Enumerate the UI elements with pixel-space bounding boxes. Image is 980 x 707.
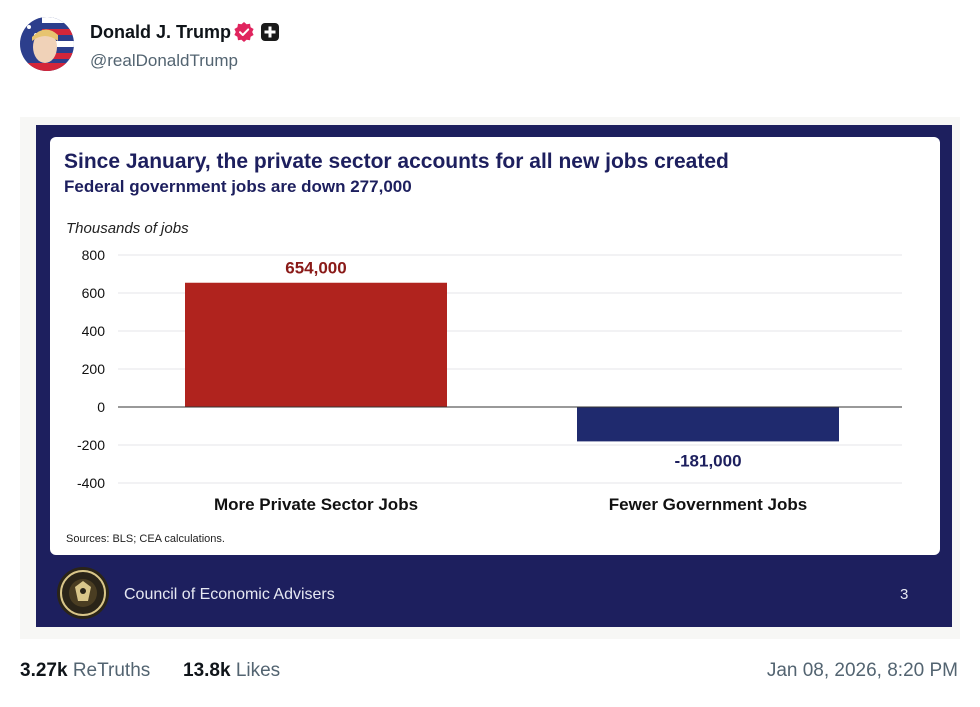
y-tick-label: 0 <box>97 399 105 415</box>
y-tick-label: 600 <box>82 285 106 301</box>
verified-badge-icon <box>234 22 254 42</box>
author-name[interactable]: Donald J. Trump <box>90 22 232 42</box>
category-label: Fewer Government Jobs <box>609 495 807 514</box>
post-header: Donald J. Trump @realDonaldTrump <box>20 14 960 74</box>
retruths-label: ReTruths <box>72 660 151 681</box>
post-footer: 3.27k ReTruths 13.8k Likes Jan 08, 2026,… <box>20 660 958 686</box>
category-label: More Private Sector Jobs <box>214 495 418 514</box>
source-note: Sources: BLS; CEA calculations. <box>66 533 225 545</box>
page-number: 3 <box>900 586 908 603</box>
category-labels: More Private Sector Jobs Fewer Government… <box>214 495 807 514</box>
data-label: 654,000 <box>285 259 346 278</box>
retruths-count: 3.27k <box>20 660 68 681</box>
chart-title: Since January, the private sector accoun… <box>64 150 729 173</box>
bar <box>577 407 839 442</box>
avatar[interactable] <box>20 17 74 71</box>
y-tick-label: 400 <box>82 323 106 339</box>
slide-panel <box>50 137 940 555</box>
likes-stat[interactable]: 13.8k Likes <box>183 660 280 682</box>
bars <box>185 282 839 442</box>
likes-count: 13.8k <box>183 660 231 681</box>
likes-label: Likes <box>235 660 281 681</box>
plus-badge-icon <box>261 23 279 41</box>
chart-slide: Since January, the private sector accoun… <box>36 125 952 627</box>
post-timestamp[interactable]: Jan 08, 2026, 8:20 PM <box>766 660 958 681</box>
post-image[interactable]: Since January, the private sector accoun… <box>20 117 960 639</box>
bar <box>185 282 447 407</box>
y-tick-label: -200 <box>77 437 105 453</box>
y-tick-label: 800 <box>82 247 106 263</box>
retruths-stat[interactable]: 3.27k ReTruths <box>20 660 150 682</box>
author-handle[interactable]: @realDonaldTrump <box>90 51 238 70</box>
seal-icon <box>57 567 109 619</box>
chart-subtitle: Federal government jobs are down 277,000 <box>64 177 412 196</box>
y-tick-label: -400 <box>77 475 105 491</box>
y-ticks: 800 600 400 200 0 -200 -400 <box>77 247 105 491</box>
y-tick-label: 200 <box>82 361 106 377</box>
y-axis-label: Thousands of jobs <box>66 220 189 237</box>
org-name: Council of Economic Advisers <box>124 586 335 603</box>
data-label: -181,000 <box>674 451 741 470</box>
data-labels: 654,000 -181,000 <box>285 259 741 471</box>
